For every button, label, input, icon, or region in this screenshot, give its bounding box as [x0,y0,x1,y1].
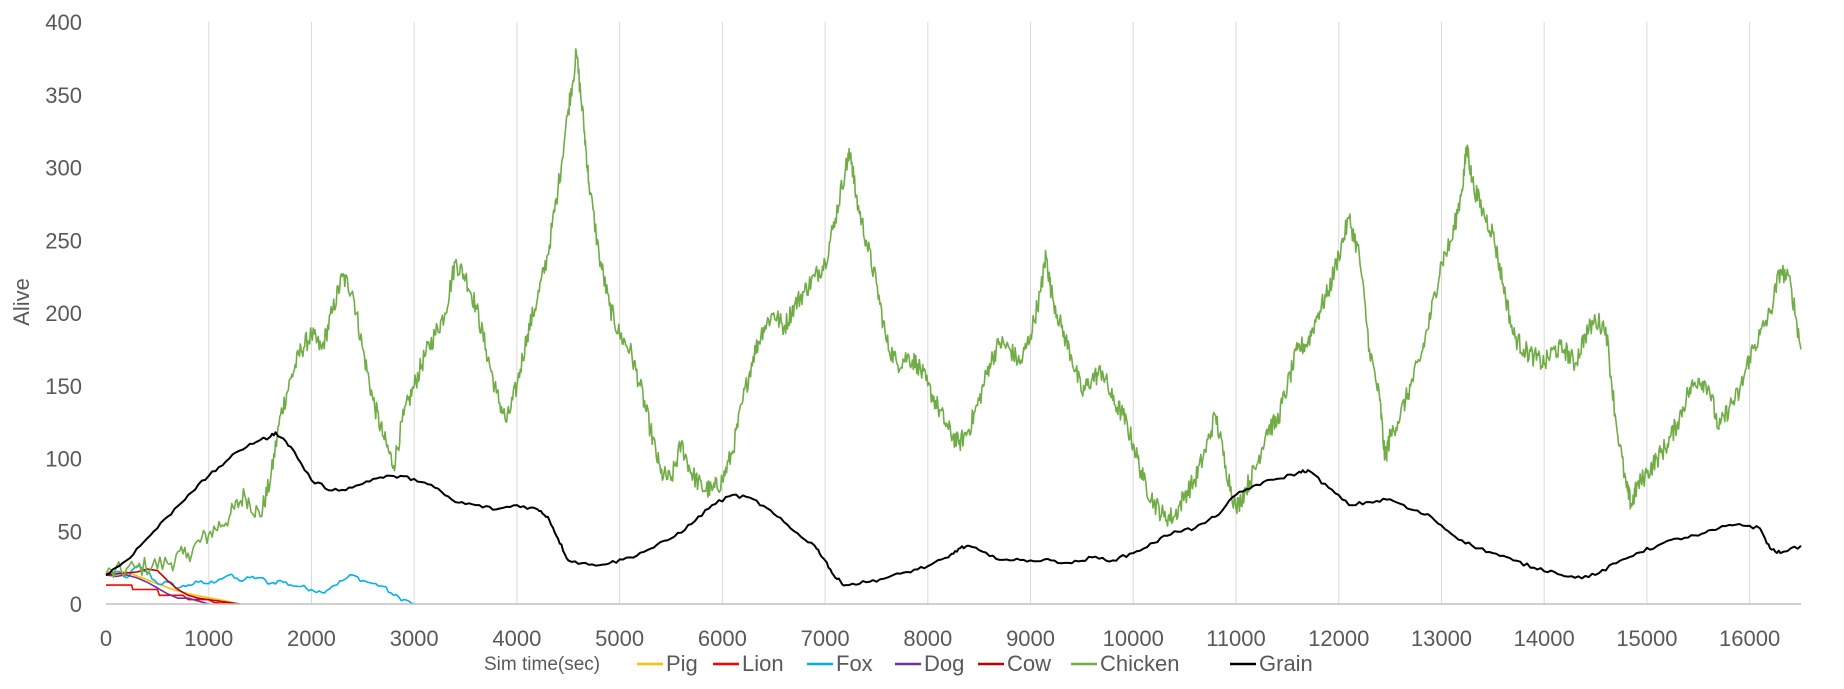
series-line-chicken [105,48,1802,579]
x-tick-label-16: 16000 [1719,626,1780,651]
legend-label-dog: Dog [924,651,964,676]
legend-label-fox: Fox [836,651,873,676]
x-tick-label-0: 0 [100,626,112,651]
series-line-cow [105,568,240,605]
x-tick-label-12: 12000 [1308,626,1369,651]
legend: Pig Lion Fox Dog Cow Chicken Grain [637,651,1313,676]
x-tick-label-10: 10000 [1103,626,1164,651]
legend-label-pig: Pig [666,651,698,676]
series-line-pig [106,571,240,605]
y-tick-label-0: 0 [70,592,82,617]
y-tick-label-3: 150 [45,374,82,399]
series-line-grain [105,431,1802,587]
x-tick-labels: 0 1000 2000 3000 4000 5000 6000 7000 8000 9000 100… [100,626,1780,651]
x-tick-label-4: 4000 [492,626,541,651]
x-tick-label-8: 8000 [903,626,952,651]
x-tick-label-2: 2000 [287,626,336,651]
x-axis-title: Sim time(sec) [484,654,600,675]
legend-label-chicken: Chicken [1100,651,1179,676]
y-tick-label-4: 200 [45,301,82,326]
x-tick-label-13: 13000 [1411,626,1472,651]
x-tick-label-3: 3000 [390,626,439,651]
y-tick-label-2: 100 [45,447,82,472]
x-tick-label-11: 11000 [1206,626,1266,651]
y-tick-labels: 0 50 100 150 200 250 300 350 400 [45,10,82,617]
series-line-fox [105,565,415,605]
x-tick-label-15: 15000 [1616,626,1677,651]
x-tick-label-5: 5000 [595,626,644,651]
gridlines [208,22,1751,604]
y-tick-label-7: 350 [45,83,82,108]
x-tick-label-9: 9000 [1006,626,1055,651]
x-tick-label-14: 14000 [1514,626,1575,651]
x-tick-label-1: 1000 [184,626,233,651]
legend-label-cow: Cow [1007,651,1051,676]
x-tick-label-7: 7000 [801,626,850,651]
y-tick-label-8: 400 [45,10,82,35]
legend-label-grain: Grain [1259,651,1313,676]
series-lines [105,48,1802,605]
y-tick-label-1: 50 [58,519,82,544]
y-axis-title: Alive [9,278,34,326]
y-tick-label-5: 250 [45,228,82,253]
y-tick-label-6: 300 [45,156,82,181]
legend-label-lion: Lion [742,651,784,676]
x-tick-label-6: 6000 [698,626,747,651]
